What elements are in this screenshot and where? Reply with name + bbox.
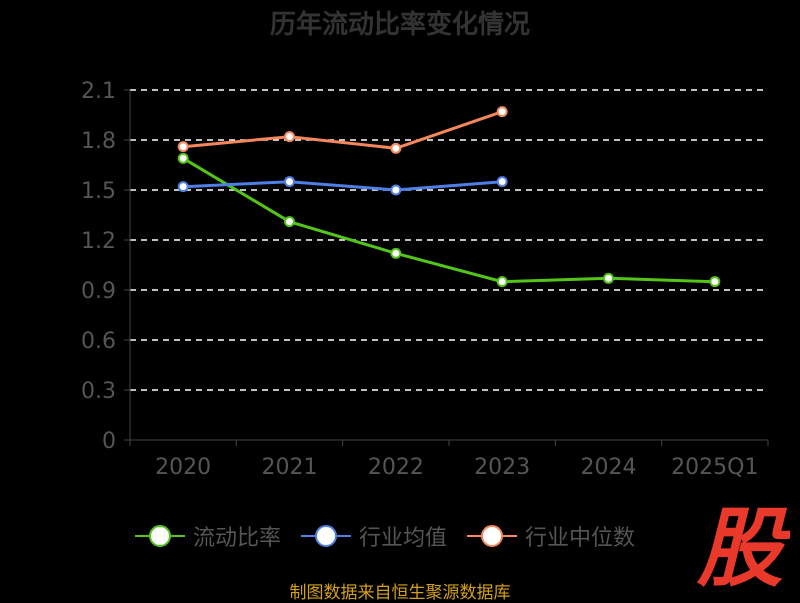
grid-lines — [130, 89, 768, 391]
y-tick-label: 0.3 — [81, 379, 116, 404]
data-point — [284, 216, 295, 228]
data-point — [177, 152, 189, 164]
x-tick-label: 2023 — [474, 455, 530, 480]
series-line — [182, 157, 715, 284]
x-tick-label: 2021 — [262, 455, 318, 480]
y-tick-label: 1.8 — [81, 129, 116, 154]
data-point — [284, 131, 295, 143]
stock-logo: 股 — [696, 500, 790, 590]
axes: 0 0.3 0.6 0.9 1.2 1.5 1.8 2.1 2020 2021 2022 2023 20… — [81, 79, 769, 480]
y-tick-label: 1.2 — [81, 229, 116, 254]
x-tick-label: 2025Q1 — [671, 455, 758, 480]
legend-marker-industry-average — [301, 525, 352, 547]
data-point — [709, 276, 721, 288]
y-tick-label: 1.5 — [81, 179, 116, 204]
x-tick-label: 2024 — [581, 455, 637, 480]
y-tick-label: 0.9 — [81, 279, 116, 304]
series-lines — [177, 106, 721, 288]
data-point — [496, 276, 508, 288]
legend-label: 行业均值 — [359, 526, 448, 551]
x-tick-label: 2020 — [155, 455, 211, 480]
data-source-note: 制图数据来自恒生聚源数据库 — [289, 583, 511, 603]
data-point — [390, 184, 402, 196]
data-point — [390, 247, 402, 259]
data-point — [496, 176, 508, 188]
y-tick-label: 0.6 — [81, 329, 116, 354]
legend-label: 行业中位数 — [525, 526, 636, 551]
y-tick-label: 0 — [102, 429, 116, 454]
series-line — [183, 180, 503, 192]
data-point — [177, 141, 189, 153]
data-point — [496, 106, 508, 118]
y-tick-label: 2.1 — [81, 79, 116, 104]
data-point — [603, 272, 614, 284]
chart-title: 历年流动比率变化情况 — [269, 10, 530, 40]
legend-item-industry-average[interactable]: 行业均值 — [301, 520, 447, 552]
data-point — [284, 176, 295, 188]
legend-marker-current-ratio — [135, 525, 185, 547]
data-point — [177, 181, 189, 193]
legend: 流动比率 行业均值 行业中位数 — [135, 520, 655, 552]
legend-item-industry-median[interactable]: 行业中位数 — [467, 520, 635, 552]
data-point — [390, 142, 402, 154]
legend-item-current-ratio[interactable]: 流动比率 — [135, 520, 281, 552]
svg-text:股: 股 — [696, 500, 790, 590]
series-line — [183, 110, 503, 150]
legend-marker-industry-median — [467, 525, 518, 547]
legend-label: 流动比率 — [193, 526, 282, 551]
x-tick-label: 2022 — [368, 455, 424, 480]
